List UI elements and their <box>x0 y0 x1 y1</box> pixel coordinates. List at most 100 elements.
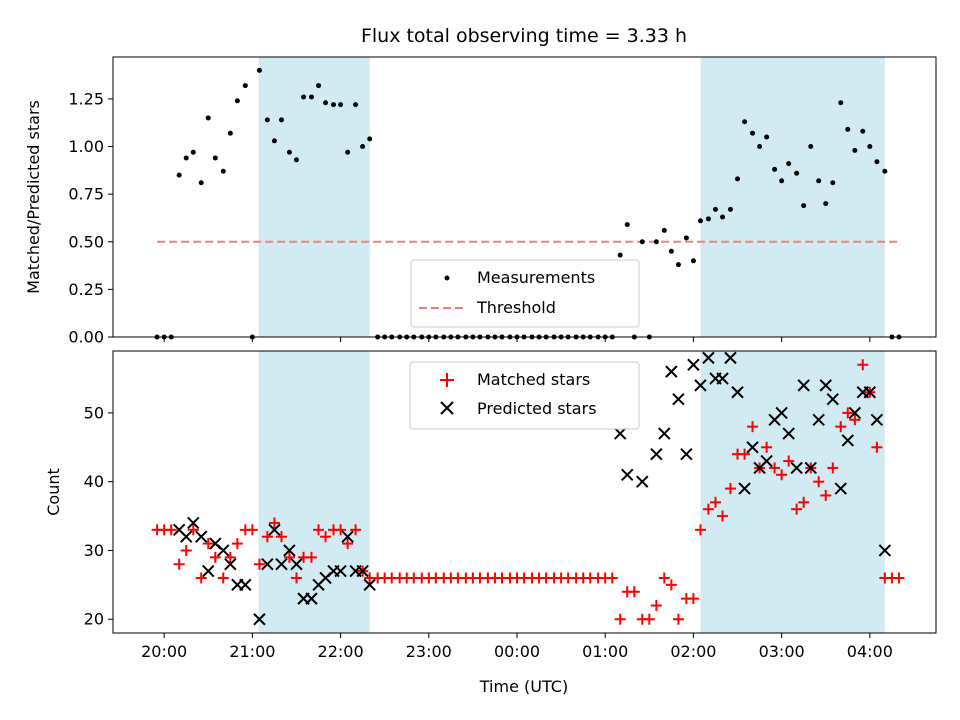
predicted-point <box>202 564 215 578</box>
measurement-point <box>278 117 284 123</box>
matched-point <box>173 558 185 570</box>
predicted-point <box>841 434 854 447</box>
legend-measurements-label: Measurements <box>477 268 595 287</box>
matched-point <box>702 503 714 515</box>
top-series-layer <box>154 67 902 340</box>
predicted-point <box>650 447 663 461</box>
measurement-point <box>316 83 322 89</box>
predicted-point <box>804 461 817 475</box>
top-x-ticks <box>163 337 871 342</box>
measurement-point <box>212 155 218 161</box>
measurement-point <box>353 102 359 108</box>
predicted-point <box>275 558 288 571</box>
measurement-point <box>205 115 211 121</box>
matched-point <box>813 476 825 488</box>
measurement-point <box>830 180 836 186</box>
matched-point <box>290 572 302 584</box>
predicted-point <box>812 413 825 426</box>
matched-point <box>253 558 265 570</box>
x-tick-label: 03:00 <box>759 642 805 661</box>
measurement-point <box>712 206 718 212</box>
predicted-point <box>614 427 627 440</box>
top-y-tick-label: 1.00 <box>68 137 104 156</box>
matched-point <box>320 531 332 543</box>
shaded-span-1 <box>258 57 370 337</box>
bottom-y-tick-label: 20 <box>84 610 104 629</box>
measurement-point <box>786 161 792 167</box>
measurement-point <box>742 119 748 125</box>
measurement-point <box>794 170 800 176</box>
measurement-point <box>683 235 689 241</box>
matched-point <box>893 572 905 584</box>
matched-point <box>165 524 177 536</box>
predicted-point <box>870 413 884 426</box>
predicted-point <box>746 441 759 454</box>
measurement-point <box>234 98 240 104</box>
predicted-point <box>731 386 744 399</box>
matched-point <box>739 448 751 460</box>
measurement-point <box>697 218 703 224</box>
matched-point <box>275 531 287 543</box>
measurement-point <box>845 126 851 132</box>
measurement-point <box>264 117 270 123</box>
predicted-point <box>217 544 230 557</box>
predicted-point <box>621 468 634 482</box>
measurement-point <box>256 67 262 73</box>
matched-point <box>849 414 861 426</box>
measurement-point <box>838 100 844 106</box>
top-legend: Measurements Threshold <box>410 259 640 328</box>
measurement-point <box>757 144 763 150</box>
matched-point <box>305 551 317 563</box>
predicted-point <box>790 461 803 475</box>
bottom-legend-box <box>409 361 640 430</box>
predicted-point <box>702 351 715 365</box>
matched-point <box>761 441 773 453</box>
predicted-point <box>180 530 193 543</box>
legend-predicted-label: Predicted stars <box>477 399 597 418</box>
legend-predicted-marker <box>440 401 454 415</box>
measurements-points <box>154 67 902 340</box>
measurement-point <box>345 149 351 155</box>
measurement-point <box>675 262 681 268</box>
predicted-point <box>738 482 751 495</box>
predicted-points <box>172 351 892 626</box>
count-panel: 20 30 40 50 20:00 21:00 22:00 23:00 00:00 01:00 0… <box>44 350 937 696</box>
top-legend-box <box>410 259 640 328</box>
measurement-point <box>617 252 623 258</box>
matched-point <box>195 572 207 584</box>
measurement-point <box>198 180 204 186</box>
matched-point <box>769 462 781 474</box>
shaded-span-2 <box>700 351 885 633</box>
matched-point <box>798 496 810 508</box>
measurement-point <box>860 128 866 134</box>
matched-point <box>217 572 229 584</box>
measurement-point <box>816 178 822 184</box>
predicted-point <box>224 558 237 571</box>
top-y-tick-label: 0.25 <box>68 280 104 299</box>
x-tick-label: 20:00 <box>141 642 187 661</box>
measurement-point <box>323 100 329 106</box>
matched-point <box>827 462 839 474</box>
bottom-y-tick-label: 30 <box>84 541 104 560</box>
matched-point <box>835 421 847 433</box>
predicted-point <box>819 379 832 392</box>
matched-point <box>628 586 640 598</box>
x-tick-label: 04:00 <box>847 642 893 661</box>
legend-matched-label: Matched stars <box>477 370 590 389</box>
legend-matched-marker <box>440 373 454 387</box>
matched-point <box>672 613 684 625</box>
matched-point <box>650 599 662 611</box>
measurement-point <box>624 222 630 228</box>
measurement-point <box>639 239 645 245</box>
matched-point <box>871 441 883 453</box>
top-y-axis-label: Matched/Predicted stars <box>24 100 43 294</box>
legend-measurements-marker <box>444 275 450 281</box>
measurement-point <box>360 144 366 150</box>
predicted-point <box>665 365 678 378</box>
predicted-point <box>672 392 685 406</box>
matched-point <box>614 613 626 625</box>
matched-point <box>694 524 706 536</box>
measurement-point <box>874 159 880 165</box>
x-axis-label: Time (UTC) <box>479 677 568 696</box>
